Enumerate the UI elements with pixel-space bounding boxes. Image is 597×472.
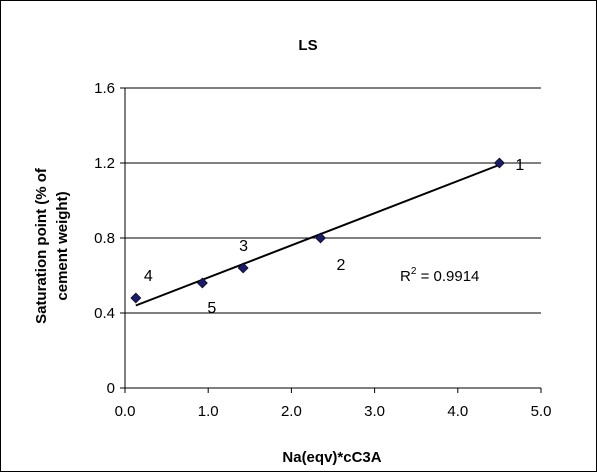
- r-squared-prefix: R: [400, 268, 411, 285]
- axes: [120, 87, 542, 393]
- x-axis-title: Na(eqv)*cC3A: [282, 449, 381, 466]
- data-point-label-2: 2: [337, 257, 346, 274]
- data-point-1: [493, 157, 505, 169]
- y-tick-label-0: 0: [107, 380, 115, 397]
- y-axis-title-line1: Saturation point (% of: [33, 167, 50, 324]
- x-tick-label-0: 0.0: [115, 403, 136, 420]
- data-point-2: [315, 232, 326, 244]
- data-point-4: [130, 292, 142, 304]
- r-squared-sup: 2: [411, 266, 417, 277]
- data-point-label-1: 1: [515, 157, 524, 174]
- y-tick-label-2: 0.8: [94, 230, 115, 247]
- x-tick-label-2: 2.0: [281, 403, 302, 420]
- data-point-5: [196, 277, 208, 289]
- x-tick-label-5: 5.0: [531, 403, 552, 420]
- data-point-3: [237, 262, 249, 274]
- chart-title: LS: [298, 37, 317, 54]
- y-tick-label-1: 0.4: [94, 305, 115, 322]
- y-tick-label-3: 1.2: [94, 155, 115, 172]
- r-squared-annotation: R2 = 0.9914: [400, 266, 479, 285]
- x-tick-label-1: 1.0: [198, 403, 219, 420]
- x-tick-label-3: 3.0: [364, 403, 385, 420]
- data-point-label-3: 3: [239, 238, 248, 255]
- tick-labels: 0.0 1.0 2.0 3.0 4.0 5.0 0 0.4 0.8 1.2 1.6: [94, 80, 551, 420]
- r-squared-value: = 0.9914: [416, 268, 479, 285]
- y-axis-title: Saturation point (% of cement weight): [33, 167, 71, 324]
- gridlines: [125, 87, 541, 314]
- trendline-layer: [135, 163, 500, 307]
- y-axis-title-line2: cement weight): [54, 191, 71, 300]
- data-points: 1 2 3 4 5: [130, 157, 524, 317]
- y-tick-label-4: 1.6: [94, 80, 115, 97]
- data-point-label-4: 4: [144, 268, 153, 285]
- x-tick-label-4: 4.0: [447, 403, 468, 420]
- trendline: [135, 163, 500, 307]
- data-point-label-5: 5: [207, 300, 216, 317]
